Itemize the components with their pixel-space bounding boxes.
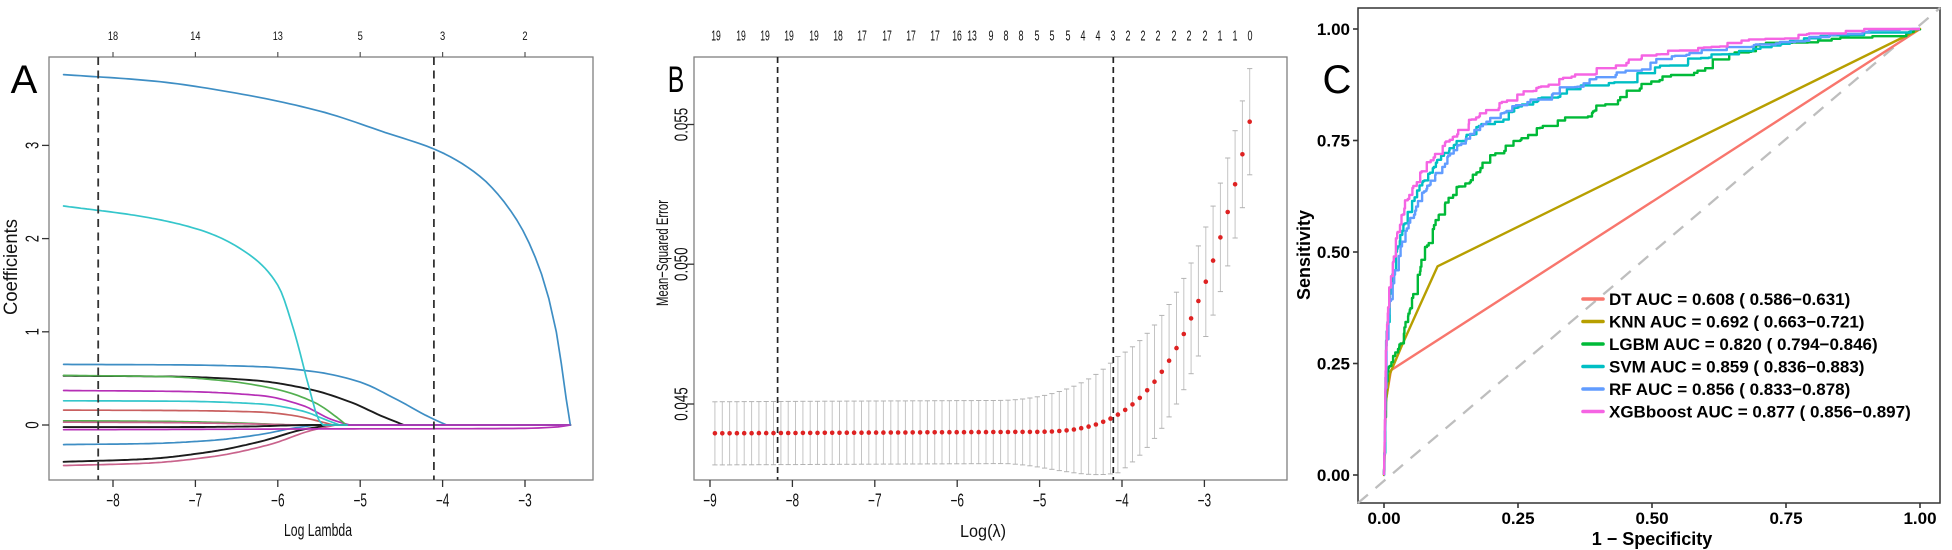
svg-text:13: 13 <box>273 31 283 43</box>
svg-text:Log(λ): Log(λ) <box>960 521 1006 541</box>
svg-text:8: 8 <box>1004 29 1009 45</box>
svg-text:19: 19 <box>809 29 819 45</box>
svg-text:0: 0 <box>1248 29 1253 45</box>
svg-text:4: 4 <box>1096 29 1101 45</box>
svg-text:1.00: 1.00 <box>1317 20 1350 39</box>
svg-text:14: 14 <box>190 31 201 43</box>
svg-text:13: 13 <box>967 29 977 45</box>
svg-text:DT AUC = 0.608 ( 0.586−0.631): DT AUC = 0.608 ( 0.586−0.631) <box>1609 290 1850 309</box>
svg-text:2: 2 <box>1203 29 1208 45</box>
svg-text:LGBM AUC = 0.820 ( 0.794−0.846: LGBM AUC = 0.820 ( 0.794−0.846) <box>1609 335 1878 354</box>
svg-text:−4: −4 <box>1115 491 1129 511</box>
svg-text:−8: −8 <box>786 491 800 511</box>
svg-text:−3: −3 <box>518 491 532 511</box>
svg-text:3: 3 <box>23 142 43 149</box>
svg-text:XGBboost AUC = 0.877 ( 0.856−0: XGBboost AUC = 0.877 ( 0.856−0.897) <box>1609 403 1911 422</box>
svg-text:RF AUC = 0.856 ( 0.833−0.878): RF AUC = 0.856 ( 0.833−0.878) <box>1609 380 1850 399</box>
svg-text:19: 19 <box>711 29 721 45</box>
svg-text:SVM AUC = 0.859 ( 0.836−0.883): SVM AUC = 0.859 ( 0.836−0.883) <box>1609 358 1864 377</box>
svg-text:1.00: 1.00 <box>1903 509 1936 528</box>
svg-text:−4: −4 <box>436 491 450 511</box>
svg-text:9: 9 <box>989 29 994 45</box>
svg-text:2: 2 <box>522 31 527 43</box>
svg-text:Sensitivity: Sensitivity <box>1294 210 1314 300</box>
svg-text:−7: −7 <box>868 491 882 511</box>
svg-text:17: 17 <box>930 29 940 45</box>
svg-text:1: 1 <box>23 328 43 335</box>
svg-text:5: 5 <box>1050 29 1055 45</box>
svg-text:3: 3 <box>440 31 445 43</box>
svg-text:B: B <box>668 59 685 100</box>
svg-text:−9: −9 <box>703 491 717 511</box>
svg-text:8: 8 <box>1019 29 1024 45</box>
svg-text:−5: −5 <box>1033 491 1047 511</box>
svg-text:C: C <box>1323 58 1352 102</box>
svg-text:2: 2 <box>1141 29 1146 45</box>
svg-text:1 − Specificity: 1 − Specificity <box>1592 529 1713 549</box>
svg-text:Log Lambda: Log Lambda <box>284 520 352 540</box>
svg-text:19: 19 <box>760 29 770 45</box>
svg-text:3: 3 <box>1111 29 1116 45</box>
svg-text:5: 5 <box>358 31 363 43</box>
svg-text:0.045: 0.045 <box>672 387 692 421</box>
svg-text:−8: −8 <box>106 491 120 511</box>
svg-text:2: 2 <box>23 235 43 242</box>
svg-text:−6: −6 <box>271 491 285 511</box>
svg-text:2: 2 <box>1172 29 1177 45</box>
svg-text:4: 4 <box>1081 29 1086 45</box>
svg-text:1: 1 <box>1218 29 1223 45</box>
svg-text:−7: −7 <box>189 491 203 511</box>
svg-text:19: 19 <box>784 29 794 45</box>
svg-text:2: 2 <box>1187 29 1192 45</box>
svg-text:17: 17 <box>906 29 916 45</box>
svg-text:0.00: 0.00 <box>1367 509 1400 528</box>
svg-text:0: 0 <box>23 421 43 428</box>
svg-text:5: 5 <box>1035 29 1040 45</box>
svg-text:2: 2 <box>1156 29 1161 45</box>
svg-text:18: 18 <box>108 31 118 43</box>
svg-text:1: 1 <box>1233 29 1238 45</box>
svg-text:0.75: 0.75 <box>1769 509 1802 528</box>
svg-text:−6: −6 <box>950 491 964 511</box>
svg-text:19: 19 <box>736 29 746 45</box>
svg-text:−3: −3 <box>1198 491 1212 511</box>
svg-text:18: 18 <box>833 29 843 45</box>
svg-text:5: 5 <box>1066 29 1071 45</box>
svg-text:−5: −5 <box>353 491 367 511</box>
svg-text:0.50: 0.50 <box>1635 509 1668 528</box>
svg-text:0.055: 0.055 <box>672 108 692 142</box>
svg-text:KNN AUC = 0.692 ( 0.663−0.721): KNN AUC = 0.692 ( 0.663−0.721) <box>1609 313 1864 332</box>
svg-text:A: A <box>11 58 38 102</box>
svg-text:0.25: 0.25 <box>1501 509 1534 528</box>
svg-text:16: 16 <box>952 29 962 45</box>
svg-text:0.050: 0.050 <box>672 247 692 281</box>
svg-text:0.75: 0.75 <box>1317 132 1350 151</box>
svg-text:0.50: 0.50 <box>1317 243 1350 262</box>
svg-text:0.00: 0.00 <box>1317 466 1350 485</box>
svg-text:0.25: 0.25 <box>1317 355 1350 374</box>
svg-text:17: 17 <box>857 29 867 45</box>
svg-text:17: 17 <box>882 29 892 45</box>
svg-text:2: 2 <box>1126 29 1131 45</box>
svg-text:Mean−Squared Error: Mean−Squared Error <box>653 200 672 306</box>
svg-text:Coefficients: Coefficients <box>1 219 22 315</box>
